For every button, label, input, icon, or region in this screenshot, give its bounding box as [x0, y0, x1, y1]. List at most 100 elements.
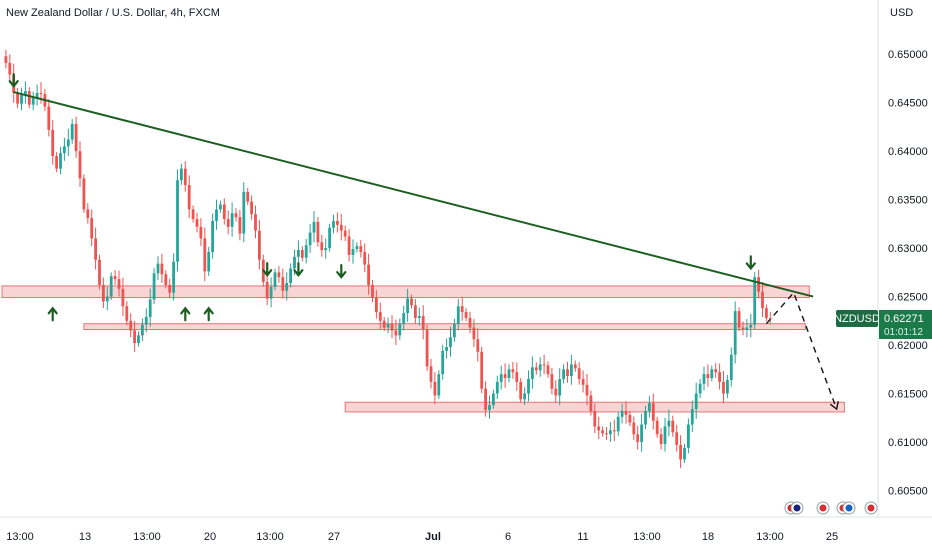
candle-body	[554, 388, 558, 396]
candle-body	[616, 416, 620, 432]
candle-body	[527, 378, 530, 394]
candle-body	[113, 276, 117, 280]
candle-body	[683, 447, 686, 460]
event-flag-us-4[interactable]	[864, 501, 878, 515]
candle-body	[74, 124, 78, 152]
time-tick-label: 11	[577, 531, 588, 543]
candle-body	[429, 366, 433, 382]
candle-body	[285, 283, 289, 291]
candle-body	[729, 354, 733, 380]
candle-body	[488, 405, 491, 410]
candle-body	[195, 219, 199, 227]
candle-body	[222, 204, 226, 220]
descending-trendline	[13, 91, 814, 298]
candle-body	[191, 209, 195, 220]
candle-body	[679, 444, 682, 460]
candle-body	[82, 178, 86, 210]
candle-body	[464, 312, 468, 318]
symbol-tag-label: NZDUSD	[834, 313, 880, 325]
candle-body	[507, 369, 511, 379]
candle-body	[394, 330, 398, 336]
candle-body	[55, 156, 58, 169]
candle-body	[199, 226, 203, 239]
candle-body	[203, 238, 207, 272]
event-flag-us-1[interactable]	[816, 501, 830, 515]
candle-body	[589, 395, 593, 411]
candle-body	[378, 312, 382, 321]
time-axis: 13:00 13 13:00 20 13:00 27 Jul 6 11 13:00 18 13:00 2…	[6, 531, 838, 543]
candle-body	[297, 250, 300, 257]
candle-body	[70, 124, 74, 140]
candlestick-series	[4, 49, 772, 469]
candle-body	[456, 306, 460, 324]
candle-body	[523, 393, 526, 400]
candle-body	[503, 374, 507, 379]
projection-arrowhead-icon	[829, 401, 839, 411]
candle-body	[449, 337, 452, 347]
event-flag-nz-2[interactable]	[790, 501, 804, 515]
candle-body	[675, 432, 679, 445]
candle-body	[768, 317, 772, 319]
candle-body	[406, 298, 409, 314]
flag-icon	[867, 504, 875, 512]
candle-body	[741, 327, 745, 330]
candle-body	[207, 251, 211, 272]
candle-body	[168, 284, 172, 293]
candle-body	[667, 420, 671, 427]
candle-body	[234, 213, 238, 218]
price-tick-label: 0.63000	[888, 243, 928, 255]
time-tick-label: 20	[204, 531, 216, 543]
candle-body	[476, 339, 480, 352]
candle-body	[172, 261, 175, 293]
candle-body	[109, 276, 113, 297]
time-tick-label: Jul	[425, 531, 441, 543]
candle-body	[519, 381, 523, 400]
candle-body	[410, 298, 413, 306]
candle-body	[651, 403, 655, 421]
candle-body	[749, 324, 753, 328]
candle-body	[31, 97, 35, 105]
event-flag-us-3[interactable]	[842, 501, 856, 515]
candle-body	[351, 249, 355, 255]
candle-body	[137, 335, 140, 344]
time-tick-label: 27	[328, 531, 340, 543]
candle-body	[562, 369, 565, 379]
time-tick-label: 13	[79, 531, 91, 543]
candle-body	[230, 213, 234, 227]
candle-body	[359, 246, 363, 252]
time-tick-label: 13:00	[756, 531, 784, 543]
candle-body	[585, 384, 589, 396]
candle-body	[620, 410, 624, 417]
candle-body	[51, 129, 55, 157]
candle-body	[343, 230, 347, 237]
candle-body	[460, 306, 464, 313]
candle-body	[336, 220, 339, 225]
candle-body	[246, 191, 250, 202]
candle-body	[722, 381, 725, 394]
candle-body	[566, 369, 569, 377]
time-tick-label: 13:00	[256, 531, 284, 543]
candle-body	[515, 372, 519, 382]
candle-body	[281, 277, 285, 291]
candle-body	[421, 315, 425, 330]
price-tick-label: 0.64000	[888, 146, 928, 158]
arrow-up-icon	[203, 306, 214, 322]
time-tick-label: 6	[505, 531, 511, 543]
candle-body	[141, 324, 144, 336]
candle-body	[534, 367, 538, 371]
candle-body	[238, 217, 242, 234]
candle-body	[714, 369, 718, 373]
candle-body	[437, 374, 441, 396]
candle-body	[386, 323, 390, 328]
candle-body	[628, 414, 632, 423]
candle-body	[511, 369, 515, 373]
candle-body	[737, 311, 741, 328]
candle-body	[648, 403, 651, 411]
candle-body	[125, 306, 129, 321]
last-price-tag: 0.62271 01:01:12	[879, 310, 932, 339]
price-zone-1	[1, 285, 810, 299]
candle-body	[156, 263, 160, 274]
candle-body	[312, 221, 316, 233]
price-axis: 0.65000 0.64500 0.64000 0.63500 0.63000 0.625…	[888, 49, 928, 497]
